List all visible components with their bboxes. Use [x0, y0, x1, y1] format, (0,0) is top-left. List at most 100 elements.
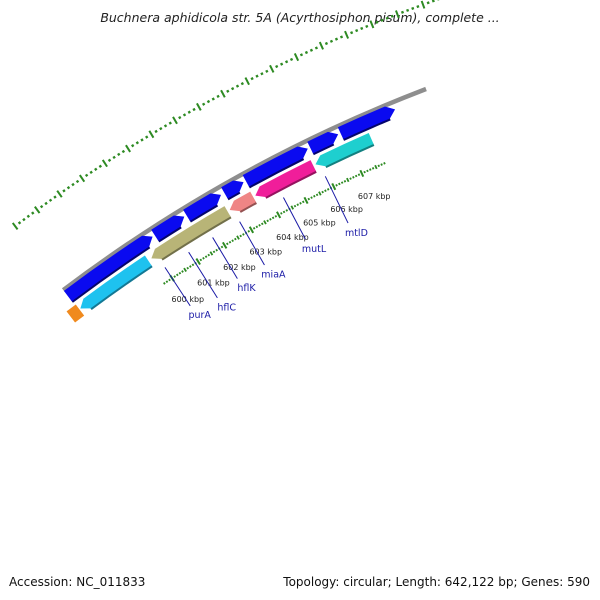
- kbp-minor-tick: [335, 183, 338, 187]
- outer-ring-major-tick: [344, 30, 350, 39]
- kbp-major-tick: [331, 183, 337, 191]
- kbp-minor-tick: [173, 275, 176, 278]
- outer-ring-major-tick: [220, 89, 226, 98]
- kbp-minor-tick: [189, 265, 192, 268]
- kbp-minor-tick: [315, 193, 319, 197]
- gene-hflc-shadow: [160, 215, 232, 261]
- forward-gene-arrow[interactable]: [151, 215, 185, 241]
- forward-gene-arrow[interactable]: [242, 146, 308, 187]
- gene-fragment-arrow[interactable]: [66, 304, 85, 323]
- kbp-minor-tick: [209, 251, 214, 256]
- kbp-major-tick: [222, 241, 228, 249]
- kbp-minor-tick: [255, 225, 259, 229]
- outer-ring-major-tick: [318, 41, 324, 50]
- outer-ring-dot: [84, 173, 89, 178]
- outer-ring-dot: [406, 8, 410, 12]
- forward-gene-arrow[interactable]: [221, 180, 244, 199]
- outer-ring-major-tick: [125, 144, 131, 153]
- outer-ring-dot: [17, 221, 22, 225]
- outer-ring-dot: [231, 87, 235, 91]
- kbp-minor-tick: [324, 189, 327, 193]
- outer-ring-dot: [400, 10, 405, 14]
- outer-ring-dot: [216, 94, 220, 98]
- kbp-minor-tick: [266, 219, 269, 223]
- outer-ring-dot: [314, 46, 319, 50]
- kbp-minor-tick: [202, 256, 205, 260]
- outer-ring-dot: [182, 113, 187, 117]
- forward-gene-shadow: [227, 190, 241, 201]
- kbp-minor-tick: [271, 216, 275, 220]
- genome-summary: Topology: circular; Length: 642,122 bp; …: [283, 575, 590, 589]
- outer-ring-major-tick: [101, 159, 108, 168]
- gene-mtld-label[interactable]: mtlD: [345, 228, 368, 239]
- kbp-minor-tick: [181, 270, 184, 273]
- kbp-minor-tick: [352, 176, 355, 179]
- reverse-strand: [66, 133, 375, 323]
- forward-gene-arrow[interactable]: [307, 131, 339, 154]
- outer-ring-dot: [107, 158, 112, 162]
- outer-ring-dot: [416, 5, 420, 9]
- gene-hflc-label[interactable]: hflC: [217, 302, 236, 313]
- outer-ring-dot: [53, 195, 57, 199]
- kbp-minor-tick: [212, 250, 216, 254]
- kbp-scale: 600 kbp 601 kbp 602 kbp 603 kbp 604 kbp 605 k…: [163, 162, 391, 304]
- kbp-minor-tick: [340, 181, 344, 184]
- kbp-major-tick: [195, 258, 201, 266]
- forward-gene-shadow: [71, 245, 151, 303]
- kbp-minor-tick: [363, 170, 366, 174]
- outer-ring-dot: [390, 14, 394, 18]
- outer-ring-major-tick: [11, 222, 19, 230]
- outer-ring-dot: [324, 41, 329, 46]
- kbp-minor-tick: [226, 242, 229, 246]
- kbp-minor-tick: [228, 240, 232, 244]
- forward-gene-shadow: [248, 157, 305, 189]
- outer-ring-major-tick: [293, 53, 300, 62]
- outer-ring-dot: [339, 35, 344, 39]
- gene-miaa-label[interactable]: miaA: [261, 270, 286, 281]
- kbp-label: 606 kbp: [330, 205, 363, 214]
- forward-gene-arrow[interactable]: [183, 193, 221, 221]
- outer-ring-major-tick: [394, 10, 400, 19]
- outer-ring-dot: [350, 31, 354, 35]
- outer-ring-dot: [309, 48, 314, 52]
- outer-ring-dot: [202, 102, 206, 106]
- outer-ring-dot: [375, 20, 379, 24]
- gene-hflc-arrow[interactable]: [151, 206, 231, 259]
- outer-ring-dot: [299, 53, 304, 57]
- gene-mutl-shadow: [264, 170, 317, 199]
- gene-mtld-leader: [324, 176, 349, 224]
- outer-ring-major-tick: [196, 102, 202, 111]
- kbp-minor-tick: [263, 220, 267, 225]
- kbp-minor-tick: [285, 209, 289, 212]
- gene-miaa-arrow[interactable]: [229, 191, 257, 212]
- outer-ring-dot: [426, 1, 430, 5]
- gene-hflk-label[interactable]: hflK: [237, 283, 256, 294]
- kbp-minor-tick: [239, 234, 242, 238]
- gene-mutl-label[interactable]: mutL: [302, 244, 327, 255]
- forward-gene-shadow: [189, 203, 219, 223]
- gene-hflk-leader: [212, 237, 238, 279]
- outer-ring-dot: [240, 82, 244, 86]
- gene-mutl-arrow[interactable]: [255, 160, 316, 197]
- kbp-minor-tick: [234, 237, 237, 241]
- outer-ring-major-tick: [269, 64, 275, 73]
- outer-ring-dot: [112, 155, 116, 160]
- kbp-minor-tick: [357, 173, 361, 177]
- outer-ring-major-tick: [34, 206, 41, 214]
- kbp-label: 605 kbp: [303, 219, 336, 228]
- outer-ring-dot: [94, 167, 98, 171]
- outer-ring-dot: [304, 50, 309, 55]
- outer-ring-dot: [226, 89, 230, 93]
- forward-gene-arrow[interactable]: [337, 106, 396, 140]
- kbp-minor-tick: [380, 163, 383, 166]
- kbp-minor-tick: [383, 162, 386, 165]
- gene-pura-arrow[interactable]: [80, 255, 152, 309]
- gene-mtld-shadow: [325, 143, 375, 169]
- gene-pura-label[interactable]: purA: [188, 310, 211, 321]
- forward-gene-arrow[interactable]: [63, 235, 153, 302]
- outer-ring-dot: [75, 179, 80, 184]
- kbp-minor-tick: [236, 235, 240, 240]
- gene-miaa-leader: [239, 221, 265, 266]
- gene-mtld-arrow[interactable]: [315, 133, 374, 167]
